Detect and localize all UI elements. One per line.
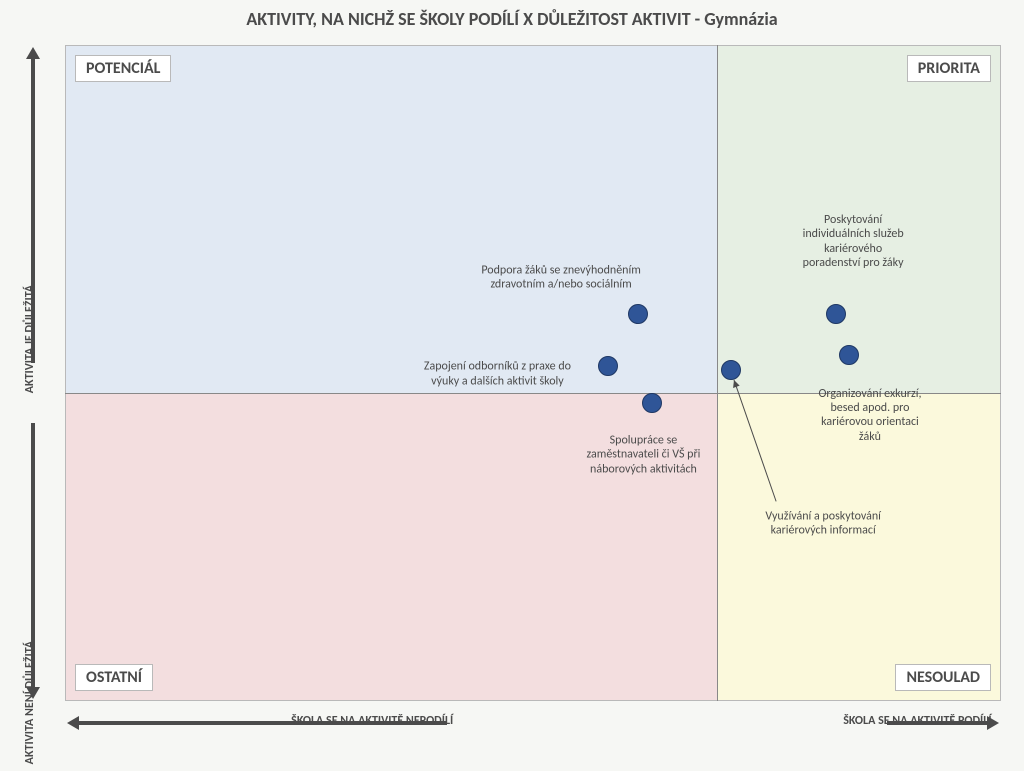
data-label-p2: Poskytováníindividuálních služebkariérov… <box>803 213 904 271</box>
y-axis-arrowhead-up-icon <box>26 47 40 59</box>
quadrant-label-tl: POTENCIÁL <box>75 55 171 82</box>
divider-vertical <box>717 45 718 701</box>
data-label-p4: Využívání a poskytováníkariérových infor… <box>765 509 881 538</box>
data-label-p6: Organizování exkurzí,besed apod. prokari… <box>818 387 921 445</box>
quadrant-label-br: NESOULAD <box>895 664 991 691</box>
chart-frame: AKTIVITY, NA NICHŽ SE ŠKOLY PODÍLÍ X DŮL… <box>0 0 1024 771</box>
y-axis-label-bottom: AKTIVITA NENÍ DŮLEŽITÁ <box>23 641 37 764</box>
leader-line <box>726 372 784 509</box>
quadrant-label-tr: PRIORITA <box>907 55 991 82</box>
data-point-p2 <box>826 304 846 324</box>
chart-title: AKTIVITY, NA NICHŽ SE ŠKOLY PODÍLÍ X DŮL… <box>0 8 1024 30</box>
data-label-p1: Podpora žáků se znevýhodněnímzdravotním … <box>481 263 641 292</box>
data-point-p1 <box>628 304 648 324</box>
quadrant-tl <box>65 45 717 393</box>
x-axis-label-right: ŠKOLA SE NA AKTIVITĚ PODÍLÍ <box>843 714 991 728</box>
x-axis-label-left: ŠKOLA SE NA AKTIVITĚ NEPODÍLÍ <box>291 714 453 728</box>
data-label-p3: Zapojení odborníků z praxe dovýuky a dal… <box>424 360 571 389</box>
data-point-p3 <box>598 356 618 376</box>
data-label-p5: Spolupráce sezaměstnavateli či VŠ přináb… <box>586 433 700 476</box>
data-point-p5 <box>642 393 662 413</box>
x-axis-arrowhead-left-icon <box>67 716 79 730</box>
data-point-p6 <box>839 345 859 365</box>
data-point-p4 <box>721 360 741 380</box>
y-axis-label-top: AKTIVITA JE DŮLEŽITÁ <box>23 285 37 393</box>
quadrant-label-bl: OSTATNÍ <box>75 664 153 691</box>
